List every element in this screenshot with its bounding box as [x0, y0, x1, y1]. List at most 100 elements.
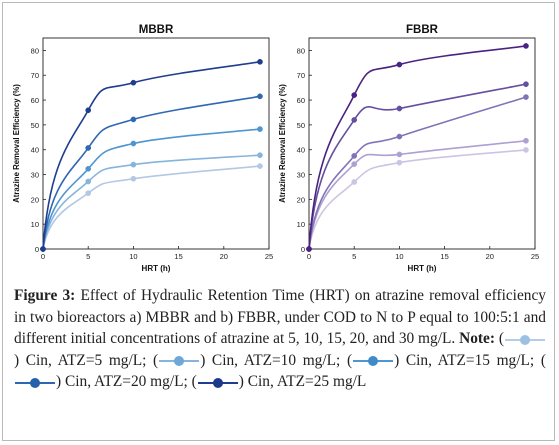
fbbr-ytick-label: 30: [297, 171, 305, 180]
mbbr-ytick-label: 80: [31, 46, 39, 55]
mbbr-series-2-point: [130, 161, 137, 168]
fbbr-xlabel: HRT (h): [408, 264, 437, 273]
fbbr-ytick-label: 20: [297, 195, 305, 204]
mbbr-ytick-label: 50: [31, 121, 39, 130]
fbbr-series-5-point: [523, 43, 529, 49]
fbbr-series-4-point: [351, 117, 358, 123]
mbbr-xtick-label: 5: [86, 252, 90, 261]
fbbr-series-2-line: [308, 139, 527, 250]
mbbr-series-5-point: [130, 79, 137, 86]
legend-swatch-4: [15, 377, 55, 389]
legend-swatch-marker: [174, 356, 185, 367]
legend-swatch-marker: [30, 377, 40, 388]
fbbr-series-5-point: [396, 61, 403, 68]
fbbr-ytick-label: 50: [297, 121, 305, 130]
legend-entry-label: ) Cin, ATZ=10 mg/L;: [200, 351, 341, 369]
fbbr-xtick-label: 15: [440, 252, 448, 261]
fbbr-series-3-line: [308, 96, 527, 250]
mbbr-series-3-point: [257, 126, 263, 132]
fbbr-series-1-point: [396, 159, 403, 166]
legend-entry-label: ) Cin, ATZ=15 mg/L;: [394, 351, 535, 369]
fbbr-series-5-line: [308, 45, 527, 250]
figure-label: Figure 3:: [14, 287, 76, 304]
mbbr-series-4-point: [130, 116, 137, 123]
fbbr-ytick-label: 60: [297, 96, 305, 105]
fbbr-series-4-line: [308, 83, 527, 250]
fbbr-xtick-label: 5: [352, 252, 356, 261]
mbbr-title: MBBR: [139, 24, 174, 36]
mbbr-series-3-line: [42, 128, 261, 250]
legend-entry-label: ) Cin, ATZ=5 mg/L;: [14, 351, 147, 369]
fbbr-series-5-point: [306, 246, 312, 252]
mbbr-series-5-line: [42, 61, 261, 250]
caption-text: Effect of Hydraulic Retention Time (HRT)…: [14, 287, 547, 348]
fbbr-ytick-label: 0: [301, 245, 305, 254]
fbbr-series-1-point: [523, 147, 529, 153]
mbbr-series-4-line: [42, 95, 261, 250]
mbbr-series-2-line: [42, 154, 261, 250]
mbbr-series-5-point: [40, 246, 46, 252]
fbbr-series-1-line: [308, 149, 527, 250]
mbbr-series-2-point: [85, 178, 92, 185]
mbbr-xtick-label: 15: [174, 252, 182, 261]
fbbr-axes-box: [308, 37, 536, 250]
mbbr-ytick-label: 70: [31, 71, 39, 80]
mbbr-ytick-label: 40: [31, 146, 39, 155]
mbbr-series-3-point: [85, 165, 92, 172]
mbbr-ytick-label: 20: [31, 195, 39, 204]
mbbr-series-4-point: [257, 93, 263, 100]
legend-swatch-marker: [212, 377, 223, 388]
mbbr-series-1-point: [85, 190, 92, 196]
note-label: Note:: [459, 330, 496, 348]
fbbr-series-3-point: [523, 94, 529, 100]
mbbr-axes-box: [42, 37, 270, 250]
fbbr-ytick-label: 80: [297, 46, 305, 55]
mbbr-series-1-point: [257, 163, 263, 169]
mbbr-series-4-point: [85, 145, 92, 151]
mbbr-xtick-label: 10: [129, 252, 137, 261]
mbbr-ytick-label: 30: [31, 171, 39, 180]
fbbr-ytick-label: 10: [297, 220, 305, 229]
fbbr-title: FBBR: [406, 24, 439, 36]
legend-entry-label: ) Cin, ATZ=25 mg/L: [238, 373, 367, 391]
fbbr-series-3-point: [351, 153, 358, 159]
mbbr-xtick-label: 25: [265, 252, 273, 261]
fbbr-series-4-point: [396, 105, 403, 112]
mbbr-series-5-point: [85, 107, 92, 114]
mbbr-series-5-point: [257, 58, 263, 65]
legend-swatch-2: [159, 355, 200, 367]
legend-swatch-5: [197, 377, 238, 389]
mbbr-series-2-point: [257, 152, 263, 159]
mbbr-ytick-label: 0: [35, 245, 39, 254]
caption-legend: () Cin, ATZ=5 mg/L; () Cin, ATZ=10 mg/L;…: [14, 330, 546, 390]
mbbr-ytick-label: 60: [31, 96, 39, 105]
legend-swatch-marker: [368, 356, 379, 367]
legend-entry-label: ) Cin, ATZ=20 mg/L;: [56, 373, 188, 391]
mbbr-ylabel: Atrazine Removal Efficiency (%): [12, 84, 21, 203]
legend-swatch-1: [505, 334, 545, 346]
mbbr-xtick-label: 20: [220, 252, 228, 261]
mbbr-series-3-point: [130, 140, 137, 147]
fbbr-series-4-point: [523, 81, 529, 88]
figure-caption: Figure 3: Effect of Hydraulic Retention …: [14, 285, 546, 393]
fbbr-ytick-label: 70: [297, 71, 305, 80]
fbbr-series-1-point: [351, 179, 358, 185]
fbbr-series-3-point: [396, 133, 403, 140]
mbbr-xtick-label: 0: [41, 252, 45, 261]
legend-open-paren: (: [187, 373, 197, 391]
fbbr-xtick-label: 20: [486, 252, 494, 261]
legend-open-paren: (: [534, 351, 546, 369]
fbbr-ylabel: Atrazine Removal Efficiency (%): [278, 84, 287, 203]
figure-frame: [2, 2, 555, 441]
mbbr-ytick-label: 10: [31, 220, 39, 229]
mbbr-series-1-point: [130, 175, 137, 182]
legend-open-paren: (: [495, 330, 504, 348]
mbbr-series-1-line: [42, 165, 261, 250]
legend-open-paren: (: [146, 351, 159, 369]
legend-swatch-marker: [520, 334, 530, 345]
fbbr-xtick-label: 10: [395, 252, 403, 261]
mbbr-xlabel: HRT (h): [142, 264, 171, 273]
legend-open-paren: (: [340, 351, 353, 369]
fbbr-series-2-point: [351, 161, 358, 167]
